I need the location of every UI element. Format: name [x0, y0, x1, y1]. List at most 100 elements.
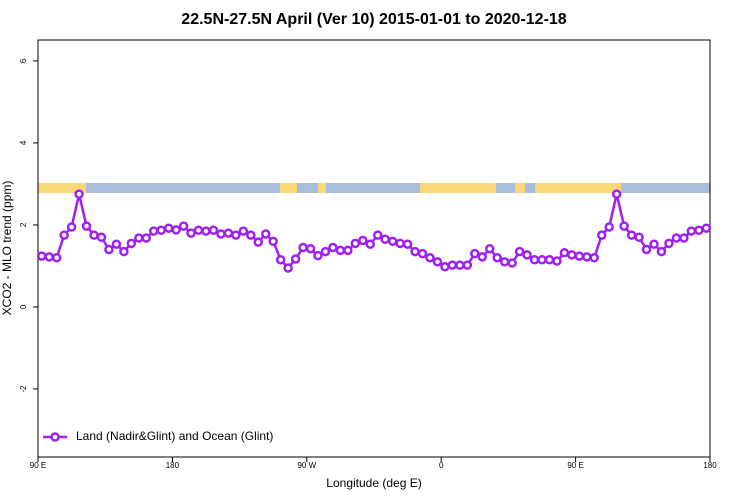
marker — [492, 252, 502, 263]
marker — [634, 232, 644, 242]
marker — [260, 229, 271, 239]
marker — [283, 263, 293, 273]
marker — [589, 252, 600, 263]
marker — [328, 242, 338, 253]
marker — [507, 258, 517, 268]
marker — [477, 252, 488, 262]
marker — [537, 255, 547, 265]
marker — [462, 260, 473, 270]
marker — [544, 255, 555, 265]
marker — [372, 230, 383, 240]
marker — [694, 225, 704, 236]
marker — [343, 245, 353, 256]
marker — [664, 238, 674, 249]
marker — [432, 257, 443, 267]
marker — [156, 225, 166, 236]
marker — [387, 236, 398, 247]
chart-title: 22.5N-27.5N April (Ver 10) 2015-01-01 to… — [181, 11, 567, 28]
marker — [402, 239, 413, 249]
marker — [231, 230, 241, 240]
marker — [671, 233, 682, 243]
marker — [358, 235, 368, 246]
marker — [290, 254, 301, 264]
marker — [96, 232, 107, 242]
x-axis-label: Longitude (deg E) — [326, 476, 421, 490]
marker — [529, 255, 540, 265]
marker — [51, 252, 62, 263]
marker — [574, 251, 585, 261]
marker — [455, 260, 465, 270]
marker — [611, 189, 622, 199]
marker — [253, 237, 264, 247]
plot-frame — [37, 39, 711, 458]
marker — [552, 256, 562, 266]
marker — [567, 250, 577, 260]
marker — [470, 248, 480, 259]
y-tick-label: -2 — [19, 385, 28, 393]
marker — [223, 228, 234, 238]
marker — [686, 226, 697, 236]
marker — [365, 239, 376, 249]
marker — [335, 245, 346, 256]
marker — [679, 233, 689, 243]
marker — [701, 223, 712, 233]
x-tick-label: 90 E — [567, 461, 583, 470]
marker — [104, 244, 114, 255]
marker — [499, 257, 510, 267]
marker — [119, 246, 129, 257]
marker — [275, 255, 286, 265]
marker — [656, 246, 667, 257]
marker — [171, 225, 181, 235]
marker — [178, 221, 189, 231]
marker — [582, 252, 592, 262]
marker — [36, 251, 47, 261]
marker — [350, 238, 361, 249]
marker — [395, 238, 405, 249]
land-ocean-strip — [38, 183, 710, 193]
marker — [163, 223, 174, 233]
marker — [89, 230, 99, 240]
marker — [619, 221, 629, 231]
marker — [74, 189, 84, 199]
marker — [59, 230, 69, 240]
marker — [81, 221, 92, 231]
marker — [298, 242, 308, 253]
y-axis-label: XCO2 - MLO trend (ppm) — [0, 181, 14, 316]
marker — [186, 228, 196, 238]
marker — [313, 250, 323, 261]
marker — [410, 246, 420, 257]
x-tick-label: 0 — [439, 461, 444, 470]
marker — [126, 238, 137, 249]
marker — [447, 260, 458, 270]
series-line — [41, 193, 707, 270]
marker — [208, 225, 219, 236]
marker — [559, 248, 570, 258]
x-tick-label: 90 E — [30, 461, 46, 470]
marker — [216, 229, 226, 239]
marker — [641, 244, 652, 255]
y-tick-label: 0 — [19, 304, 28, 309]
y-tick-label: 4 — [19, 140, 28, 145]
marker — [649, 239, 659, 249]
x-tick-label: 180 — [166, 461, 180, 470]
marker — [44, 252, 54, 262]
marker — [440, 261, 450, 272]
marker — [201, 226, 211, 236]
marker — [320, 246, 331, 257]
marker — [626, 230, 637, 240]
marker — [148, 226, 159, 236]
marker — [417, 248, 428, 259]
marker — [522, 250, 532, 260]
marker — [425, 252, 435, 263]
marker — [134, 233, 144, 243]
marker — [596, 230, 607, 240]
marker — [268, 236, 278, 247]
x-tick-label: 180 — [703, 461, 717, 470]
marker — [604, 222, 614, 232]
marker — [238, 226, 249, 236]
marker — [66, 222, 77, 232]
legend-marker — [50, 432, 60, 442]
legend-label: Land (Nadir&Glint) and Ocean (Glint) — [76, 429, 273, 443]
marker — [514, 246, 525, 257]
